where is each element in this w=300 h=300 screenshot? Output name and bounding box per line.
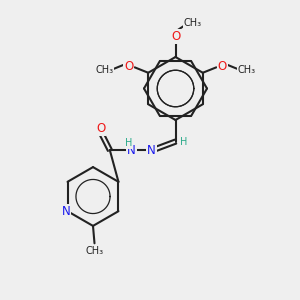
- Text: CH₃: CH₃: [95, 65, 113, 75]
- Text: N: N: [147, 143, 156, 157]
- Text: H: H: [180, 136, 188, 147]
- Text: N: N: [62, 205, 70, 218]
- Text: H: H: [125, 138, 133, 148]
- Text: O: O: [218, 60, 227, 73]
- Text: O: O: [96, 122, 105, 135]
- Text: CH₃: CH₃: [184, 18, 202, 28]
- Text: CH₃: CH₃: [238, 65, 256, 75]
- Text: CH₃: CH₃: [86, 245, 104, 256]
- Text: O: O: [124, 60, 133, 73]
- Text: O: O: [171, 30, 180, 43]
- Text: N: N: [127, 143, 136, 157]
